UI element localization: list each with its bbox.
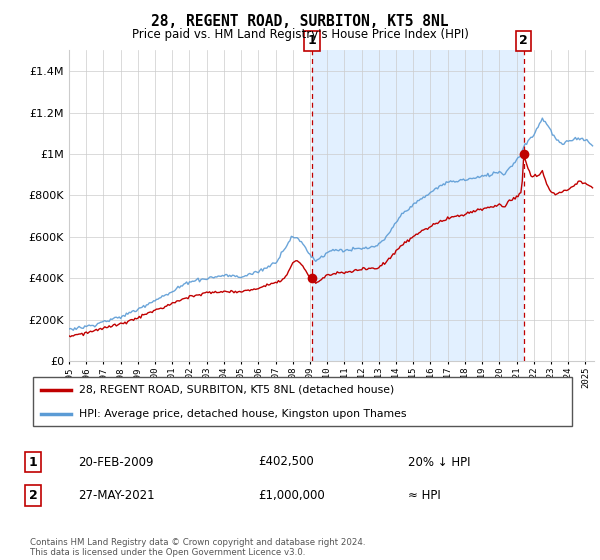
Text: 20-FEB-2009: 20-FEB-2009 (78, 455, 154, 469)
Text: 27-MAY-2021: 27-MAY-2021 (78, 489, 155, 502)
Bar (312, 50, 524, 361)
Text: 2: 2 (29, 489, 37, 502)
Text: £402,500: £402,500 (258, 455, 314, 469)
FancyBboxPatch shape (33, 377, 572, 426)
Text: 1: 1 (308, 34, 317, 47)
Text: 28, REGENT ROAD, SURBITON, KT5 8NL (detached house): 28, REGENT ROAD, SURBITON, KT5 8NL (deta… (79, 385, 394, 395)
Text: Price paid vs. HM Land Registry's House Price Index (HPI): Price paid vs. HM Land Registry's House … (131, 28, 469, 41)
Text: 2: 2 (519, 34, 528, 47)
Text: 28, REGENT ROAD, SURBITON, KT5 8NL: 28, REGENT ROAD, SURBITON, KT5 8NL (151, 14, 449, 29)
Text: 1: 1 (29, 455, 37, 469)
Text: Contains HM Land Registry data © Crown copyright and database right 2024.
This d: Contains HM Land Registry data © Crown c… (30, 538, 365, 557)
Text: ≈ HPI: ≈ HPI (408, 489, 441, 502)
Text: 20% ↓ HPI: 20% ↓ HPI (408, 455, 470, 469)
Text: £1,000,000: £1,000,000 (258, 489, 325, 502)
Text: HPI: Average price, detached house, Kingston upon Thames: HPI: Average price, detached house, King… (79, 409, 407, 419)
